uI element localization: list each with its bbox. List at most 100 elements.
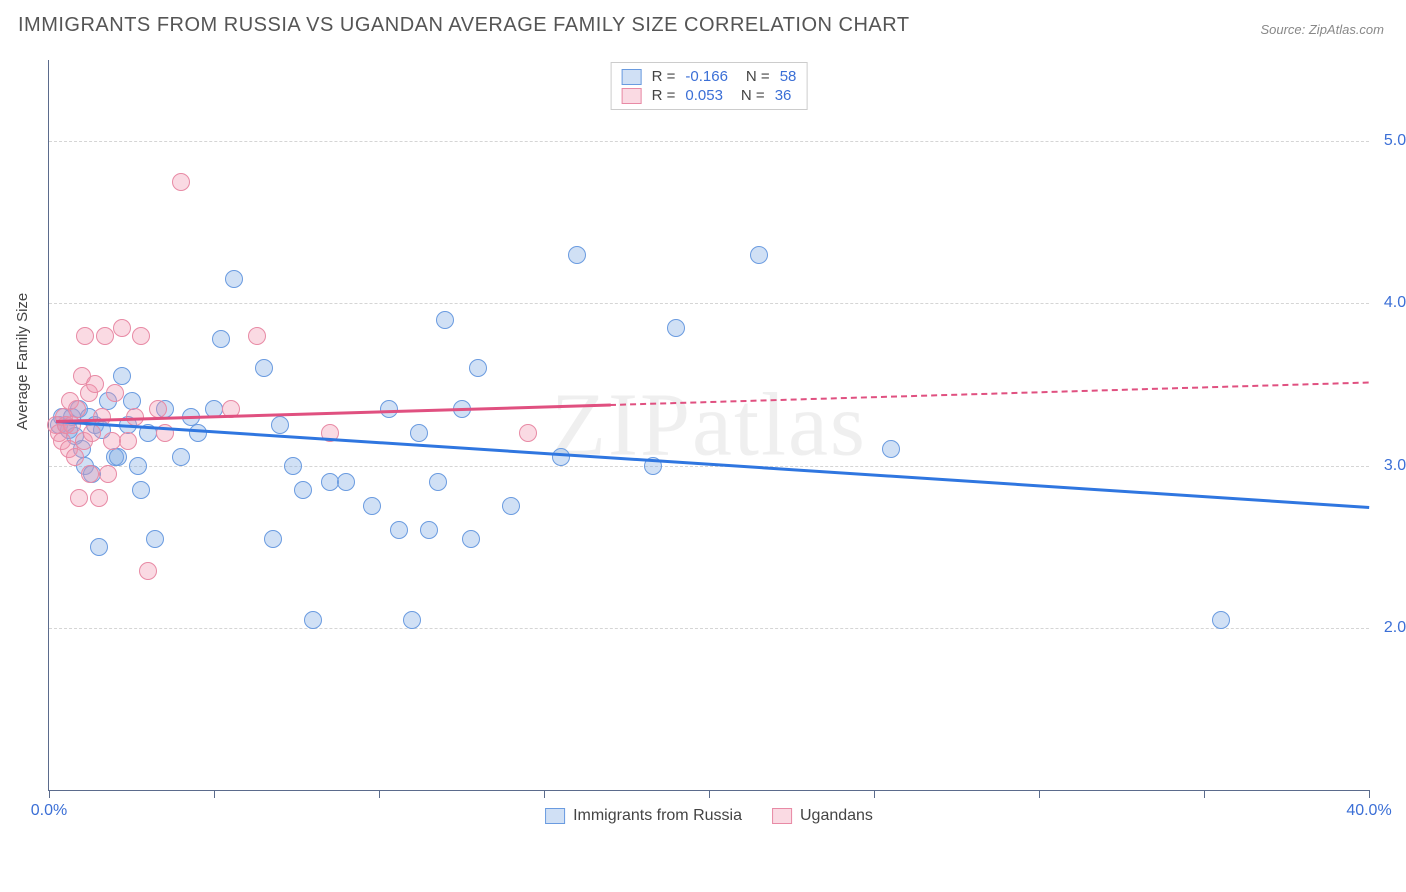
plot-area: ZIPatlas R = -0.166 N = 58 R = 0.053 N =…: [48, 60, 1369, 791]
chart-title: IMMIGRANTS FROM RUSSIA VS UGANDAN AVERAG…: [18, 14, 910, 37]
legend-series-item: Ugandans: [772, 807, 873, 825]
scatter-point-series-0: [410, 424, 428, 442]
scatter-point-series-1: [99, 465, 117, 483]
scatter-point-series-1: [248, 327, 266, 345]
scatter-point-series-1: [106, 384, 124, 402]
x-tick: [379, 790, 380, 798]
gridline: [49, 303, 1369, 304]
x-tick: [1039, 790, 1040, 798]
scatter-point-series-1: [119, 432, 137, 450]
x-tick: [709, 790, 710, 798]
scatter-point-series-0: [429, 473, 447, 491]
gridline: [49, 141, 1369, 142]
scatter-point-series-0: [109, 448, 127, 466]
scatter-point-series-1: [139, 562, 157, 580]
y-tick-label: 5.00: [1384, 132, 1406, 150]
scatter-point-series-0: [90, 538, 108, 556]
scatter-point-series-0: [189, 424, 207, 442]
gridline: [49, 628, 1369, 629]
source-prefix: Source:: [1260, 22, 1308, 37]
scatter-point-series-1: [132, 327, 150, 345]
scatter-point-series-0: [146, 530, 164, 548]
trend-line-dashed: [610, 381, 1369, 405]
scatter-point-series-1: [149, 400, 167, 418]
watermark: ZIPatlas: [551, 374, 867, 477]
x-tick: [49, 790, 50, 798]
source-name: ZipAtlas.com: [1309, 22, 1384, 37]
y-tick-label: 4.00: [1384, 294, 1406, 312]
scatter-point-series-1: [103, 432, 121, 450]
legend-swatch-series-1: [622, 88, 642, 104]
scatter-point-series-0: [552, 448, 570, 466]
scatter-point-series-1: [113, 319, 131, 337]
legend-N-value-0: 58: [780, 68, 797, 85]
scatter-point-series-1: [83, 424, 101, 442]
y-tick-label: 3.00: [1384, 457, 1406, 475]
scatter-point-series-1: [68, 400, 86, 418]
legend-swatch-series-0: [545, 808, 565, 824]
scatter-point-series-0: [750, 246, 768, 264]
legend-N-value-1: 36: [775, 87, 792, 104]
scatter-point-series-0: [172, 448, 190, 466]
scatter-point-series-0: [123, 392, 141, 410]
legend-R-label: R =: [652, 87, 676, 104]
x-tick-label-max: 40.0%: [1346, 802, 1391, 820]
legend-R-label: R =: [652, 68, 676, 85]
scatter-point-series-0: [1212, 611, 1230, 629]
scatter-point-series-0: [321, 473, 339, 491]
x-tick: [1369, 790, 1370, 798]
scatter-point-series-1: [172, 173, 190, 191]
scatter-point-series-1: [66, 448, 84, 466]
y-axis-title: Average Family Size: [14, 293, 31, 430]
scatter-point-series-1: [519, 424, 537, 442]
scatter-point-series-1: [96, 327, 114, 345]
gridline: [49, 466, 1369, 467]
legend-series-item: Immigrants from Russia: [545, 807, 742, 825]
scatter-point-series-0: [129, 457, 147, 475]
legend-swatch-series-0: [622, 69, 642, 85]
scatter-point-series-0: [403, 611, 421, 629]
scatter-point-series-0: [390, 521, 408, 539]
scatter-point-series-0: [337, 473, 355, 491]
scatter-point-series-0: [271, 416, 289, 434]
scatter-point-series-0: [294, 481, 312, 499]
scatter-point-series-0: [284, 457, 302, 475]
scatter-point-series-0: [304, 611, 322, 629]
legend-series-box: Immigrants from Russia Ugandans: [545, 807, 873, 825]
y-tick-label: 2.00: [1384, 619, 1406, 637]
scatter-point-series-1: [86, 375, 104, 393]
scatter-point-series-0: [420, 521, 438, 539]
legend-series-label-1: Ugandans: [800, 807, 873, 825]
trend-line: [56, 420, 1370, 508]
legend-stats-row: R = -0.166 N = 58: [622, 67, 797, 86]
x-tick: [544, 790, 545, 798]
x-tick: [1204, 790, 1205, 798]
x-tick-label-min: 0.0%: [31, 802, 67, 820]
legend-stats-row: R = 0.053 N = 36: [622, 86, 797, 105]
legend-R-value-0: -0.166: [685, 68, 728, 85]
legend-N-label: N =: [741, 87, 765, 104]
x-tick: [214, 790, 215, 798]
scatter-point-series-0: [436, 311, 454, 329]
legend-N-label: N =: [746, 68, 770, 85]
legend-stats-box: R = -0.166 N = 58 R = 0.053 N = 36: [611, 62, 808, 110]
scatter-point-series-0: [568, 246, 586, 264]
scatter-point-series-1: [90, 489, 108, 507]
scatter-point-series-0: [264, 530, 282, 548]
scatter-point-series-1: [76, 327, 94, 345]
scatter-point-series-0: [380, 400, 398, 418]
scatter-point-series-0: [462, 530, 480, 548]
scatter-point-series-0: [667, 319, 685, 337]
scatter-point-series-0: [363, 497, 381, 515]
legend-R-value-1: 0.053: [685, 87, 723, 104]
scatter-point-series-0: [882, 440, 900, 458]
scatter-point-series-1: [70, 489, 88, 507]
scatter-point-series-0: [255, 359, 273, 377]
scatter-point-series-0: [132, 481, 150, 499]
scatter-point-series-0: [212, 330, 230, 348]
scatter-point-series-1: [81, 465, 99, 483]
scatter-point-series-0: [225, 270, 243, 288]
legend-series-label-0: Immigrants from Russia: [573, 807, 742, 825]
scatter-point-series-0: [469, 359, 487, 377]
legend-swatch-series-1: [772, 808, 792, 824]
